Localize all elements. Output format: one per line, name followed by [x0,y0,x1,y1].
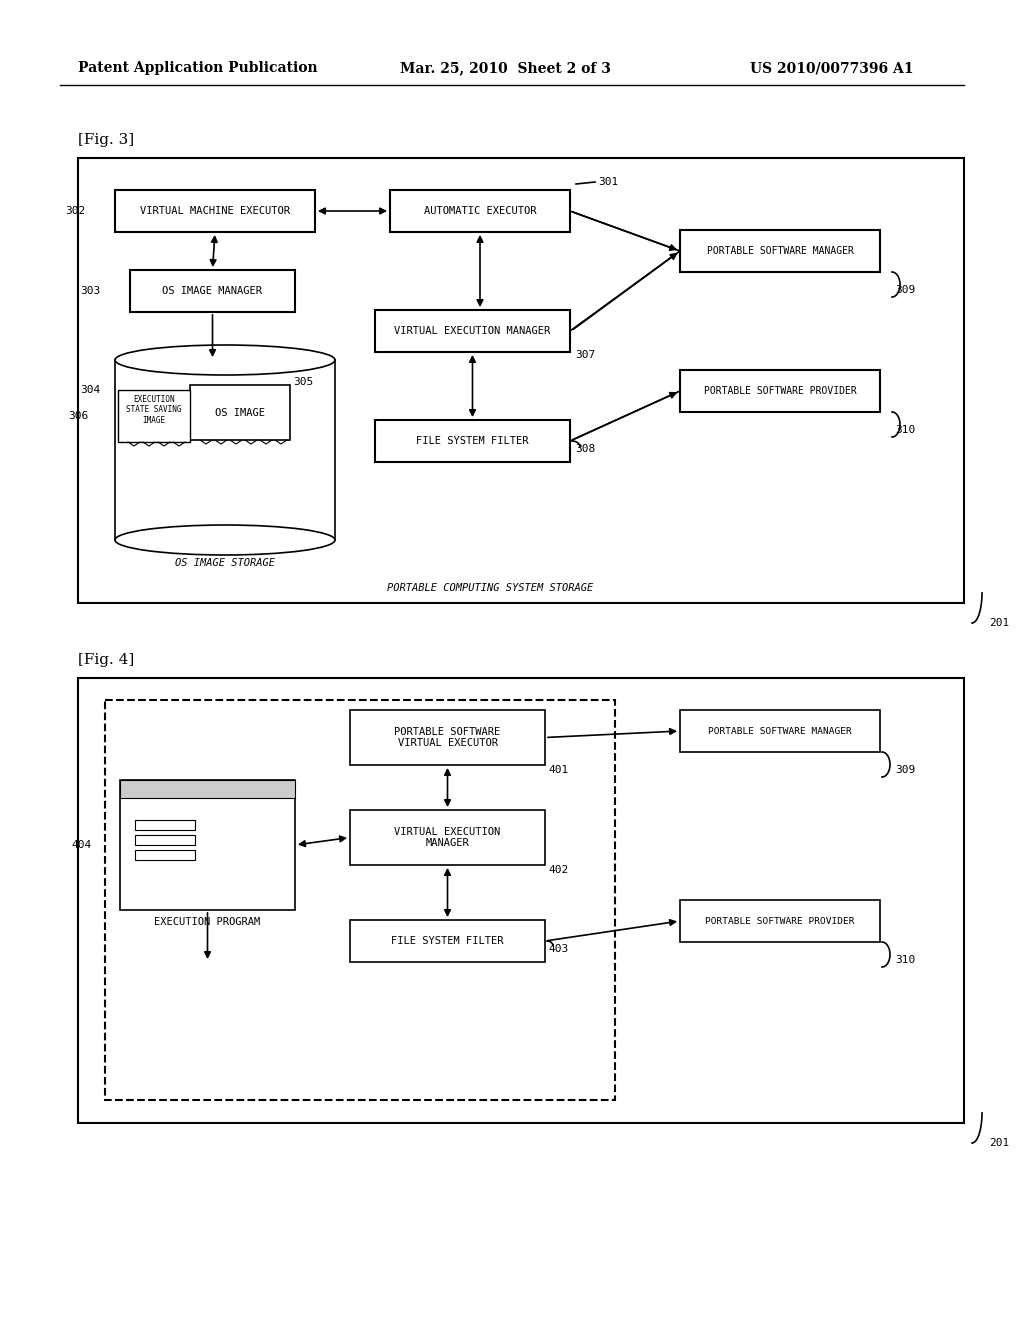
FancyBboxPatch shape [130,271,295,312]
FancyBboxPatch shape [350,810,545,865]
FancyBboxPatch shape [118,389,190,442]
FancyBboxPatch shape [190,385,290,440]
Text: 201: 201 [989,1138,1010,1148]
Text: 308: 308 [575,444,595,454]
Text: US 2010/0077396 A1: US 2010/0077396 A1 [750,61,913,75]
Text: PORTABLE SOFTWARE PROVIDER: PORTABLE SOFTWARE PROVIDER [703,385,856,396]
FancyBboxPatch shape [115,190,315,232]
Text: 301: 301 [598,177,618,187]
Text: 401: 401 [548,766,568,775]
FancyBboxPatch shape [78,158,964,603]
Text: OS IMAGE: OS IMAGE [215,408,265,417]
Text: VIRTUAL EXECUTION MANAGER: VIRTUAL EXECUTION MANAGER [394,326,551,337]
Text: PORTABLE SOFTWARE MANAGER: PORTABLE SOFTWARE MANAGER [709,726,852,735]
Text: 307: 307 [575,350,595,360]
Text: [Fig. 3]: [Fig. 3] [78,133,134,147]
Text: Mar. 25, 2010  Sheet 2 of 3: Mar. 25, 2010 Sheet 2 of 3 [400,61,611,75]
FancyBboxPatch shape [375,310,570,352]
FancyBboxPatch shape [680,370,880,412]
Text: 303: 303 [80,286,100,296]
Text: 305: 305 [293,378,313,387]
Text: 309: 309 [895,766,915,775]
Text: OS IMAGE STORAGE: OS IMAGE STORAGE [175,558,275,568]
Text: 404: 404 [72,840,92,850]
Text: EXECUTION
STATE SAVING
IMAGE: EXECUTION STATE SAVING IMAGE [126,395,181,425]
FancyBboxPatch shape [120,780,295,799]
Text: 304: 304 [80,385,100,395]
Text: FILE SYSTEM FILTER: FILE SYSTEM FILTER [391,936,504,946]
Text: PORTABLE COMPUTING SYSTEM STORAGE: PORTABLE COMPUTING SYSTEM STORAGE [387,583,593,593]
FancyBboxPatch shape [135,836,195,845]
FancyBboxPatch shape [350,710,545,766]
Text: 309: 309 [895,285,915,294]
Text: 310: 310 [895,425,915,436]
Text: 402: 402 [548,865,568,875]
FancyBboxPatch shape [390,190,570,232]
FancyBboxPatch shape [375,420,570,462]
Text: VIRTUAL MACHINE EXECUTOR: VIRTUAL MACHINE EXECUTOR [140,206,290,216]
FancyBboxPatch shape [680,900,880,942]
Text: PORTABLE SOFTWARE MANAGER: PORTABLE SOFTWARE MANAGER [707,246,853,256]
FancyBboxPatch shape [350,920,545,962]
FancyBboxPatch shape [78,678,964,1123]
FancyBboxPatch shape [115,360,335,540]
Text: AUTOMATIC EXECUTOR: AUTOMATIC EXECUTOR [424,206,537,216]
Text: 201: 201 [989,618,1010,628]
FancyBboxPatch shape [680,710,880,752]
Ellipse shape [115,345,335,375]
FancyBboxPatch shape [680,230,880,272]
Text: 403: 403 [548,944,568,954]
FancyBboxPatch shape [120,780,295,909]
Text: [Fig. 4]: [Fig. 4] [78,653,134,667]
FancyBboxPatch shape [135,850,195,861]
Text: FILE SYSTEM FILTER: FILE SYSTEM FILTER [416,436,528,446]
Text: EXECUTION PROGRAM: EXECUTION PROGRAM [155,917,261,927]
Text: VIRTUAL EXECUTION
MANAGER: VIRTUAL EXECUTION MANAGER [394,826,501,849]
FancyBboxPatch shape [105,700,615,1100]
Text: 306: 306 [68,411,88,421]
Text: Patent Application Publication: Patent Application Publication [78,61,317,75]
Text: PORTABLE SOFTWARE
VIRTUAL EXECUTOR: PORTABLE SOFTWARE VIRTUAL EXECUTOR [394,727,501,748]
Ellipse shape [115,525,335,554]
FancyBboxPatch shape [135,820,195,830]
Text: 302: 302 [65,206,85,216]
Text: OS IMAGE MANAGER: OS IMAGE MANAGER [163,286,262,296]
Text: PORTABLE SOFTWARE PROVIDER: PORTABLE SOFTWARE PROVIDER [706,916,855,925]
Text: 310: 310 [895,954,915,965]
